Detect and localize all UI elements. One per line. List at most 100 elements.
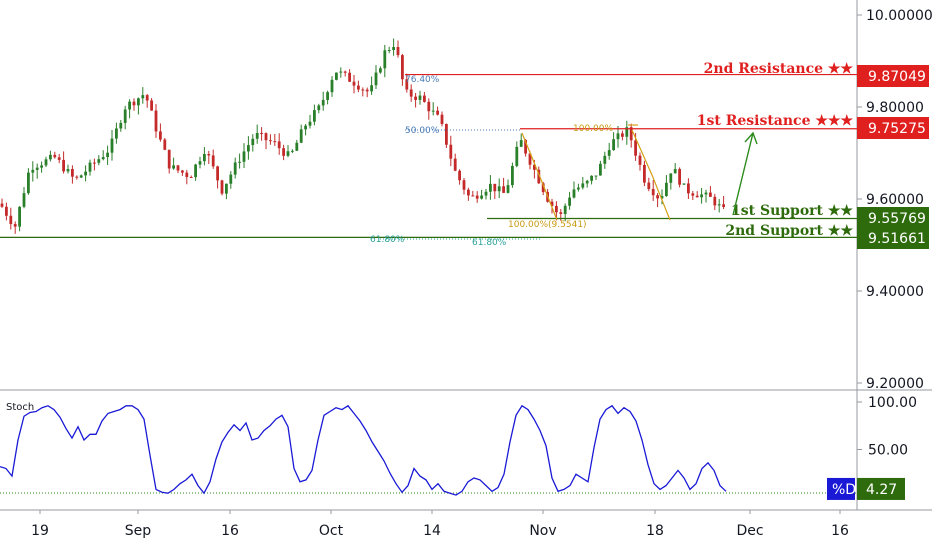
candle xyxy=(387,46,391,54)
candle xyxy=(145,93,149,108)
fib-label-50: 50.00% xyxy=(405,126,440,136)
candle xyxy=(647,177,651,192)
candle xyxy=(449,135,453,167)
candle xyxy=(436,106,439,116)
candle xyxy=(497,178,501,199)
price-badge-s2 xyxy=(857,227,929,249)
candle xyxy=(13,221,17,234)
candle xyxy=(643,160,646,187)
candle xyxy=(321,91,325,111)
price-badge-value-r2: 9.87049 xyxy=(868,69,926,85)
candle xyxy=(220,179,224,196)
candle xyxy=(203,147,206,166)
fib-label-618-right: 61.80% xyxy=(472,238,507,248)
stoch-value-badge xyxy=(857,477,905,500)
candle xyxy=(225,183,228,200)
candle xyxy=(233,157,237,179)
candle xyxy=(656,193,659,208)
candle xyxy=(392,38,395,56)
candle xyxy=(612,132,615,151)
candle xyxy=(427,98,431,120)
candle xyxy=(163,138,167,151)
time-tick-label: 16 xyxy=(831,523,849,539)
candle xyxy=(365,87,369,98)
candle xyxy=(181,169,184,176)
candle xyxy=(207,150,211,165)
candle xyxy=(572,181,576,199)
candle xyxy=(317,103,321,114)
candle xyxy=(264,132,268,150)
candle xyxy=(330,76,334,97)
candle xyxy=(682,183,686,185)
candle xyxy=(35,163,39,179)
projection-arrow-right xyxy=(631,129,671,221)
candle xyxy=(57,154,61,164)
fib-label-100-top: 100.00% xyxy=(573,124,613,134)
candle xyxy=(603,151,607,169)
candle xyxy=(238,153,241,169)
bullish-arrow-icon xyxy=(732,132,754,216)
level-label-s2: 2nd Support ★★ xyxy=(725,223,853,239)
candle xyxy=(286,145,290,158)
time-tick-label: 19 xyxy=(31,523,49,539)
candle xyxy=(5,202,8,221)
candle xyxy=(53,151,57,159)
candle xyxy=(128,99,131,119)
candle xyxy=(326,90,329,105)
candle xyxy=(198,156,202,169)
candle xyxy=(273,133,277,147)
time-tick-label: Oct xyxy=(319,523,344,539)
price-tick-label: 10.00000 xyxy=(866,8,932,24)
time-tick-label: 14 xyxy=(423,523,441,539)
candle xyxy=(242,143,246,169)
candle xyxy=(9,207,13,230)
price-tick-label: 9.20000 xyxy=(866,376,924,392)
candle xyxy=(678,167,681,188)
candle xyxy=(66,164,70,174)
price-badge-r2 xyxy=(857,65,929,87)
candle xyxy=(176,164,180,174)
candle xyxy=(581,177,585,190)
candle xyxy=(370,76,373,95)
candle xyxy=(357,80,360,93)
candle xyxy=(585,179,589,188)
candle xyxy=(269,134,272,145)
candle xyxy=(167,149,171,174)
fibonacci-drawings: 76.40%50.00% 100.00%100.00%(9.5541)61.80%… xyxy=(370,75,758,248)
candle xyxy=(211,149,215,169)
candle xyxy=(194,163,197,181)
candle xyxy=(519,133,523,147)
price-badge-value-s1: 9.55769 xyxy=(868,211,926,227)
candle xyxy=(79,174,83,178)
candle xyxy=(621,130,624,141)
candle xyxy=(669,173,673,190)
price-tick-label: 9.60000 xyxy=(866,192,924,208)
candle xyxy=(75,175,79,180)
price-badge-value-r1: 9.75275 xyxy=(868,121,926,137)
candle xyxy=(62,151,65,174)
candle xyxy=(475,191,479,203)
candle xyxy=(687,178,690,199)
candle xyxy=(594,175,598,180)
candle xyxy=(137,97,140,115)
price-badge-s1 xyxy=(857,207,929,229)
candle xyxy=(379,66,382,74)
stoch-tick-label: 100.00 xyxy=(868,395,917,411)
candle xyxy=(590,175,593,185)
candle xyxy=(673,163,677,174)
candle xyxy=(308,114,312,129)
candle xyxy=(431,102,435,116)
candle xyxy=(247,136,250,160)
time-axis-ticks: 19 Sep 16 Oct 14 Nov 18 Dec 16 xyxy=(31,510,849,539)
candle xyxy=(352,74,356,94)
time-tick-label: 16 xyxy=(221,523,239,539)
candle xyxy=(506,179,510,194)
candle xyxy=(374,65,378,90)
candle xyxy=(383,44,387,78)
candle xyxy=(651,180,655,201)
candle xyxy=(467,187,470,201)
candle xyxy=(489,175,492,200)
candle xyxy=(18,206,21,232)
